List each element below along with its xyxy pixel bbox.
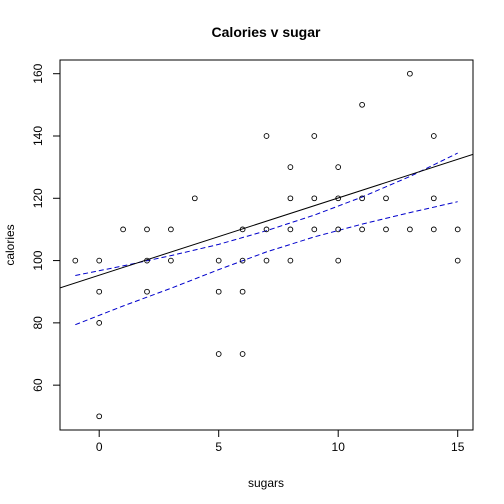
data-point	[383, 195, 389, 202]
y-tick-label: 160	[31, 63, 45, 83]
data-point	[215, 351, 222, 357]
y-tick-label: 80	[31, 316, 45, 330]
lower-confidence-line	[75, 201, 458, 326]
y-axis: 60 80 100 120 140 160	[31, 63, 61, 392]
data-point	[287, 226, 294, 233]
x-tick-label: 5	[215, 440, 222, 454]
x-tick-label: 10	[332, 440, 346, 454]
data-point	[144, 288, 150, 295]
data-point	[359, 101, 365, 108]
data-point	[335, 164, 342, 170]
data-point	[430, 133, 437, 139]
data-point	[359, 195, 365, 202]
chart-title: Calories v sugar	[212, 24, 321, 40]
y-tick-label: 100	[31, 250, 45, 270]
data-point	[287, 164, 294, 170]
data-points	[72, 70, 461, 420]
y-tick-label: 120	[31, 188, 45, 208]
data-point	[215, 288, 222, 295]
x-axis-label: sugars	[248, 476, 284, 490]
data-point	[263, 257, 270, 264]
data-point	[430, 226, 437, 233]
regression-line-group	[60, 153, 473, 289]
x-axis: 0 5 10 15	[96, 429, 465, 454]
data-point	[239, 257, 246, 264]
data-point	[239, 351, 246, 357]
data-point	[383, 226, 389, 233]
data-point	[335, 226, 342, 233]
data-point	[168, 226, 174, 233]
data-point	[215, 257, 222, 264]
data-point	[96, 320, 103, 326]
data-point	[239, 226, 246, 233]
data-point	[311, 195, 318, 202]
x-tick-label: 0	[96, 440, 103, 454]
data-point	[311, 133, 318, 139]
data-point	[287, 257, 294, 264]
x-tick-label: 15	[451, 440, 465, 454]
data-point	[144, 257, 150, 264]
y-tick-label: 60	[31, 378, 45, 392]
data-point	[168, 257, 174, 264]
data-point	[430, 195, 437, 202]
regression-line	[60, 153, 473, 289]
data-point	[335, 195, 342, 202]
data-point	[191, 195, 198, 202]
data-point	[239, 288, 246, 295]
data-point	[335, 257, 342, 264]
data-point	[407, 70, 413, 77]
data-point	[72, 257, 79, 264]
data-point	[263, 133, 270, 139]
data-point	[96, 413, 103, 420]
data-point	[120, 226, 126, 233]
y-axis-label: calories	[3, 224, 17, 265]
data-point	[287, 195, 294, 202]
data-point	[311, 226, 318, 233]
data-point	[454, 257, 461, 264]
data-point	[263, 226, 270, 233]
data-point	[96, 288, 103, 295]
y-tick-label: 140	[31, 126, 45, 146]
data-point	[407, 226, 413, 233]
data-point	[359, 226, 365, 233]
data-point	[144, 226, 150, 233]
data-point	[454, 226, 461, 233]
data-point	[96, 257, 103, 264]
